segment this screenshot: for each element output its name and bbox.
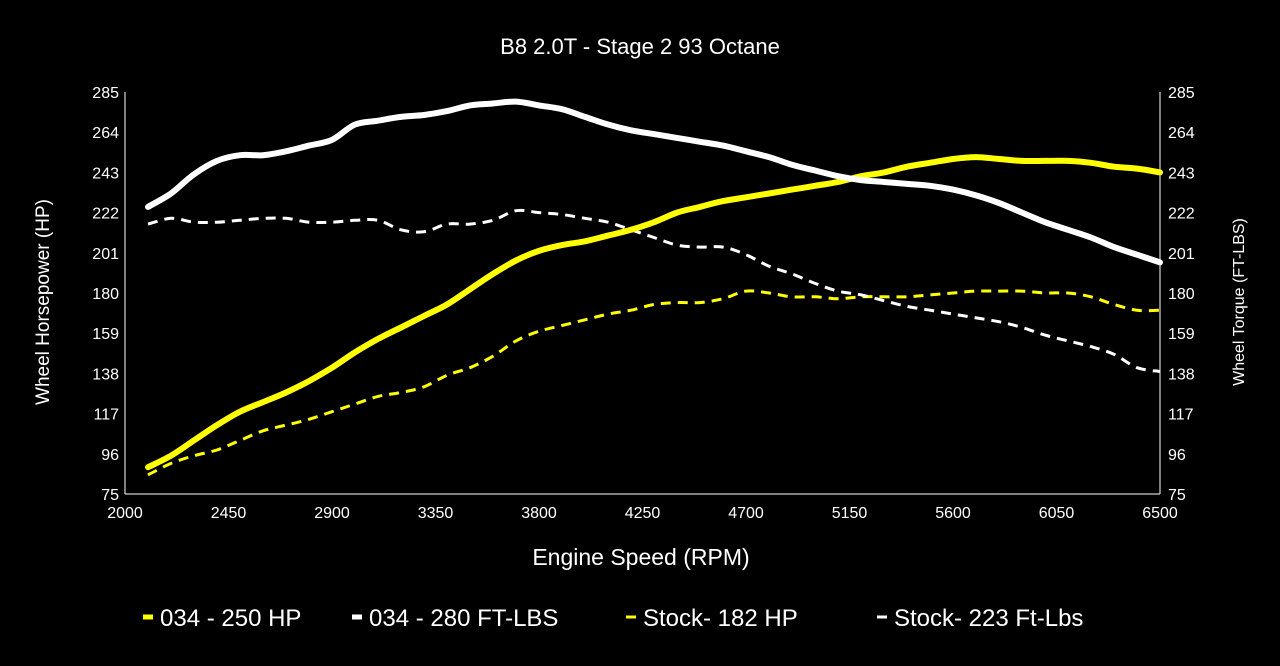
x-tick-label: 2450 bbox=[211, 505, 247, 522]
y-tick-label-left: 75 bbox=[101, 487, 119, 504]
legend-entry-034-280-ft-lbs: 034 - 280 FT-LBS bbox=[369, 605, 558, 632]
y-tick-label-right: 96 bbox=[1168, 447, 1186, 464]
legend: 034 - 250 HP 034 - 280 FT-LBS Stock- 182 H… bbox=[143, 605, 1083, 632]
y-tick-label-right: 180 bbox=[1168, 286, 1195, 303]
y-tick-label-right: 159 bbox=[1168, 326, 1195, 343]
x-tick-label: 6050 bbox=[1039, 505, 1075, 522]
x-tick-label: 3800 bbox=[521, 505, 557, 522]
y-tick-label-right: 75 bbox=[1168, 487, 1186, 504]
y-tick-label-left: 180 bbox=[92, 286, 119, 303]
x-tick-label: 4700 bbox=[728, 505, 764, 522]
y-axis-label-right: Wheel Torque (FT-LBS) bbox=[1231, 218, 1248, 386]
legend-entry-stock-223-ft-lbs: Stock- 223 Ft-Lbs bbox=[894, 605, 1083, 632]
y-tick-label-left: 264 bbox=[92, 125, 119, 142]
y-tick-label-left: 201 bbox=[92, 246, 119, 263]
x-tick-label: 2900 bbox=[314, 505, 350, 522]
y-tick-label-left: 159 bbox=[92, 326, 119, 343]
x-tick-label: 5150 bbox=[832, 505, 868, 522]
y-tick-label-right: 201 bbox=[1168, 246, 1195, 263]
chart-title: B8 2.0T - Stage 2 93 Octane bbox=[500, 34, 780, 59]
x-tick-label: 2000 bbox=[107, 505, 143, 522]
legend-entry-stock-182-hp: Stock- 182 HP bbox=[643, 605, 798, 632]
y-tick-label-left: 96 bbox=[101, 447, 119, 464]
series-line-034-280-ft-lbs bbox=[145, 98, 1163, 266]
y-tick-label-left: 222 bbox=[92, 206, 119, 223]
y-tick-label-right: 138 bbox=[1168, 366, 1195, 383]
y-tick-label-left: 285 bbox=[92, 85, 119, 102]
y-axis-label-left: Wheel Horsepower (HP) bbox=[33, 199, 54, 405]
y-tick-label-right: 264 bbox=[1168, 125, 1195, 142]
y-tick-label-left: 138 bbox=[92, 366, 119, 383]
axes: 2000 2450 2900 3350 3800 4250 4700 5150 5600 6050… bbox=[92, 85, 1195, 522]
y-tick-label-right: 285 bbox=[1168, 85, 1195, 102]
y-tick-label-right: 243 bbox=[1168, 165, 1195, 182]
series-line-stock-223-ft-lbs bbox=[147, 208, 1161, 373]
y-tick-label-left: 243 bbox=[92, 165, 119, 182]
x-tick-label: 4250 bbox=[625, 505, 661, 522]
x-tick-label: 6500 bbox=[1142, 505, 1178, 522]
series-layer bbox=[145, 98, 1163, 477]
y-tick-label-right: 222 bbox=[1168, 206, 1195, 223]
x-tick-label: 3350 bbox=[418, 505, 454, 522]
legend-entry-034-250-hp: 034 - 250 HP bbox=[160, 605, 301, 632]
y-tick-label-right: 117 bbox=[1168, 407, 1194, 424]
y-tick-label-left: 117 bbox=[93, 407, 119, 424]
x-axis-label: Engine Speed (RPM) bbox=[532, 544, 749, 570]
series-line-034-250-hp bbox=[145, 154, 1163, 471]
series-line-stock-182-hp bbox=[147, 289, 1161, 477]
x-tick-label: 5600 bbox=[935, 505, 971, 522]
